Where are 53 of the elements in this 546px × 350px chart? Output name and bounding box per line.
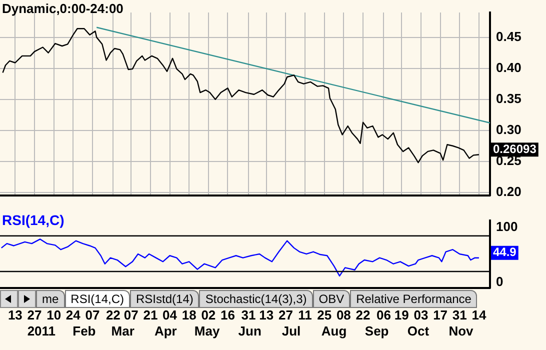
- x-tick-label: 13: [8, 307, 22, 322]
- x-tick-label: 06: [376, 307, 391, 322]
- x2-tick-label: Aug: [321, 323, 347, 338]
- x-tick-label: 16: [220, 307, 235, 322]
- x-tick-label: 02: [201, 307, 216, 322]
- x2-tick-label: Apr: [154, 323, 177, 338]
- x-tick-label: 14: [472, 307, 487, 322]
- x-tick-label: 25: [317, 307, 332, 322]
- x-tick-label: 03: [414, 307, 428, 322]
- text: RSI(14,C): [64, 290, 130, 308]
- x2-tick-label: Jul: [282, 323, 301, 338]
- y-tick-label: 0: [496, 274, 504, 290]
- x-tick-label: 17: [433, 307, 448, 322]
- chart-title: Dynamic,0:00-24:00: [2, 1, 124, 16]
- y-tick-label: 0.35: [496, 90, 522, 106]
- x-tick-label: 22: [106, 307, 120, 322]
- y-tick-label: 0.40: [496, 60, 522, 75]
- x2-tick-label: Mar: [111, 323, 134, 338]
- data-label: 44.9: [493, 245, 517, 260]
- x-tick-label: 18: [182, 307, 196, 322]
- x2-tick-label: Sep: [364, 323, 389, 338]
- text: RSIstd(14): [130, 290, 200, 308]
- text: Relative Performance: [350, 290, 478, 308]
- x-tick-label: 04: [162, 307, 178, 322]
- x-tick-label: 11: [298, 307, 312, 322]
- x-tick-label: 19: [394, 307, 409, 322]
- text: OBV: [312, 290, 350, 308]
- y-tick-label: 0.30: [496, 122, 522, 137]
- x-tick-label: 31: [452, 307, 467, 322]
- text: Stochastic(14(3),3): [199, 290, 313, 308]
- x2-tick-label: Oct: [407, 323, 430, 338]
- x-tick-label: 13: [259, 307, 274, 322]
- data-label: 0.26093: [493, 142, 537, 156]
- x-tick-label: 31: [241, 307, 256, 322]
- x-tick-label: 27: [278, 307, 293, 322]
- text: me: [36, 290, 65, 308]
- x2-tick-label: May: [194, 323, 220, 338]
- x2-tick-label: Feb: [72, 323, 96, 338]
- x2-tick-label: 2011: [27, 323, 56, 338]
- x2-tick-label: Nov: [448, 323, 474, 338]
- x-tick-label: 07: [124, 307, 138, 322]
- x-tick-label: 07: [85, 307, 100, 322]
- x-tick-label: 22: [356, 307, 370, 322]
- x-tick-label: 08: [336, 307, 351, 322]
- x-tick-label: 27: [27, 307, 42, 322]
- x-tick-label: 24: [66, 307, 82, 322]
- chart-title: RSI(14,C): [2, 212, 64, 228]
- x2-tick-label: Jun: [238, 323, 262, 338]
- y-tick-label: 0.45: [496, 28, 522, 44]
- y-tick-label: 100: [496, 219, 518, 234]
- y-tick-label: 0.20: [496, 184, 522, 199]
- x-tick-label: 10: [46, 307, 62, 322]
- x-tick-label: 21: [143, 307, 158, 322]
